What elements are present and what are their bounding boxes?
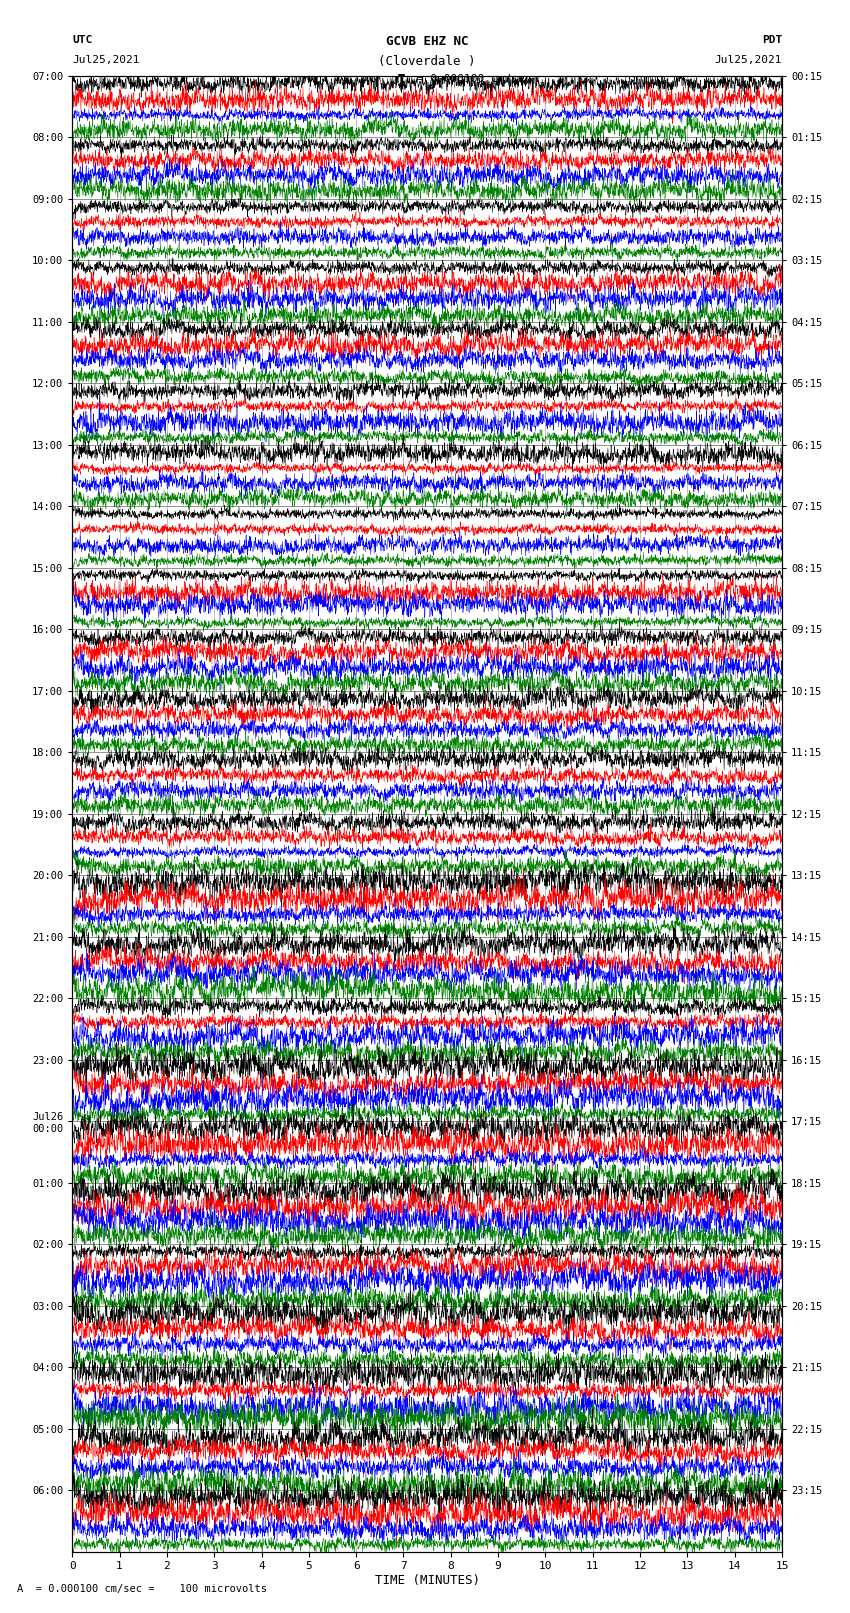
Text: = 0.000100 cm/sec: = 0.000100 cm/sec [410,74,531,84]
Text: UTC: UTC [72,35,93,45]
Text: A  = 0.000100 cm/sec =    100 microvolts: A = 0.000100 cm/sec = 100 microvolts [17,1584,267,1594]
Text: I: I [397,74,405,89]
Text: GCVB EHZ NC: GCVB EHZ NC [386,35,468,48]
Text: Jul25,2021: Jul25,2021 [72,55,139,65]
X-axis label: TIME (MINUTES): TIME (MINUTES) [375,1574,479,1587]
Text: PDT: PDT [762,35,782,45]
Text: (Cloverdale ): (Cloverdale ) [378,55,476,68]
Text: Jul25,2021: Jul25,2021 [715,55,782,65]
